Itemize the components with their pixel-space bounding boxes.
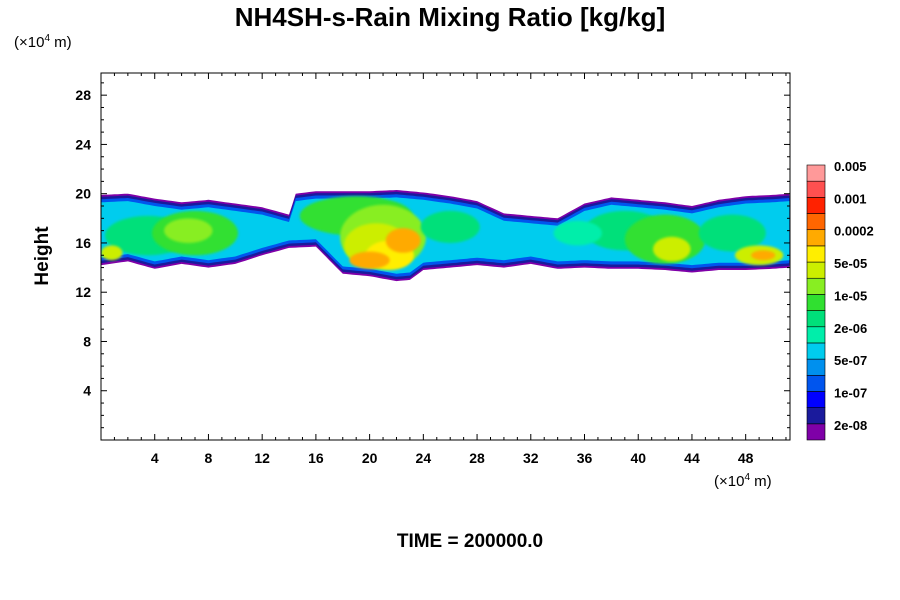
x-tick-label: 44 xyxy=(684,450,700,466)
colorbar-label: 0.005 xyxy=(834,159,867,174)
colorbar-swatch xyxy=(806,374,826,392)
y-tick-label: 28 xyxy=(75,87,91,103)
colorbar-swatch xyxy=(806,407,826,425)
field-blob xyxy=(653,236,691,262)
y-tick-label: 16 xyxy=(75,235,91,251)
x-tick-label: 32 xyxy=(523,450,539,466)
y-tick-label: 12 xyxy=(75,284,91,300)
field-blob xyxy=(698,214,766,252)
y-tick-label: 4 xyxy=(83,383,91,399)
chart-title: NH4SH-s-Rain Mixing Ratio [kg/kg] xyxy=(234,2,666,32)
colorbar-swatch xyxy=(806,326,826,344)
field-blob xyxy=(553,220,602,246)
colorbar-swatch xyxy=(806,342,826,360)
x-tick-label: 4 xyxy=(151,450,159,466)
colorbar-swatch xyxy=(806,310,826,328)
colorbar-swatch xyxy=(806,358,826,376)
colorbar-swatch xyxy=(806,294,826,311)
x-tick-label: 8 xyxy=(205,450,213,466)
colorbar-label: 2e-06 xyxy=(834,321,867,336)
x-tick-label: 16 xyxy=(308,450,324,466)
colorbar-swatch xyxy=(806,180,826,198)
x-tick-label: 40 xyxy=(630,450,646,466)
colorbar-swatch xyxy=(806,164,826,182)
x-axis: 4 8 12 16 20 24 28 32 36 40 44 48 xyxy=(113,73,787,466)
colorbar-swatch xyxy=(806,423,826,441)
field-blob xyxy=(420,210,480,243)
colorbar-label: 1e-05 xyxy=(834,288,867,303)
plot-frame xyxy=(100,72,791,441)
field-blob xyxy=(349,251,390,269)
colorbar-swatch xyxy=(806,245,826,263)
colorbar: 2e-08 1e-07 5e-07 2e-06 1e-05 5e-05 0.0002 0.00… xyxy=(806,159,874,441)
x-tick-label: 24 xyxy=(416,450,432,466)
colorbar-label: 5e-05 xyxy=(834,256,867,271)
field-blob xyxy=(385,228,421,253)
x-tick-label: 20 xyxy=(362,450,378,466)
time-label: TIME = 200000.0 xyxy=(396,531,544,552)
x-tick-label: 12 xyxy=(254,450,270,466)
colorbar-swatch xyxy=(806,229,826,247)
colorbar-label: 1e-07 xyxy=(834,385,867,400)
field-blob xyxy=(101,245,123,261)
y-axis-label: Height xyxy=(32,226,53,286)
colorbar-label: 0.0002 xyxy=(834,224,874,239)
colorbar-swatch xyxy=(806,261,826,279)
colorbar-label: 0.001 xyxy=(834,191,867,206)
field-blob xyxy=(164,218,213,243)
colorbar-swatch xyxy=(806,213,826,231)
x-tick-label: 36 xyxy=(577,450,593,466)
field-blob xyxy=(751,250,776,261)
x-axis-unit: (×104 m) xyxy=(714,472,772,490)
mixing-ratio-field xyxy=(101,190,790,282)
y-tick-label: 20 xyxy=(75,186,91,202)
x-tick-label: 28 xyxy=(469,450,485,466)
colorbar-label: 2e-08 xyxy=(834,418,867,433)
y-axis-unit: (×104 m) xyxy=(14,33,72,51)
y-tick-label: 24 xyxy=(75,136,91,152)
y-axis: 4 8 12 16 20 24 28 xyxy=(75,82,790,429)
colorbar-label: 5e-07 xyxy=(834,353,867,368)
x-tick-label: 48 xyxy=(738,450,754,466)
colorbar-swatch xyxy=(806,391,826,408)
colorbar-swatch xyxy=(806,277,826,295)
y-tick-label: 8 xyxy=(83,333,91,349)
colorbar-swatch xyxy=(806,197,826,214)
